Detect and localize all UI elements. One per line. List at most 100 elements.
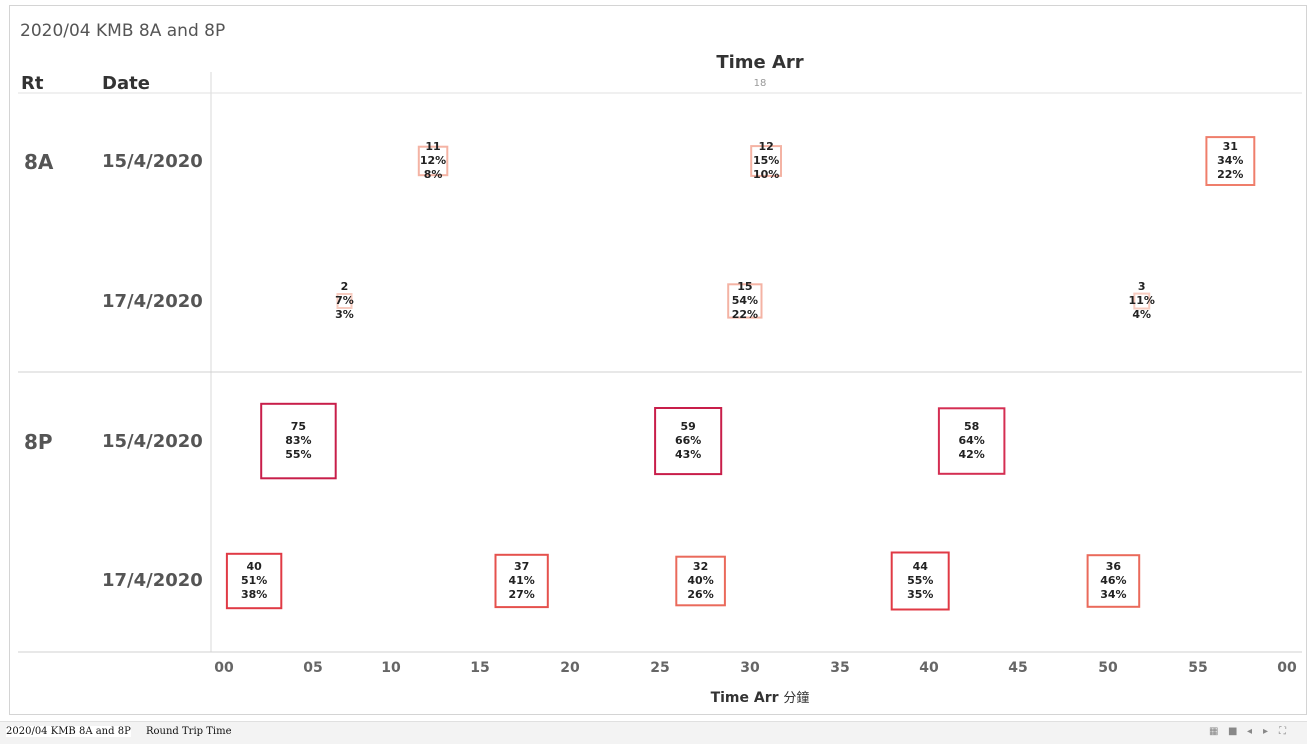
mark-percent: 11% [1128,294,1155,307]
data-mark-label: 44 55% 35% [907,560,933,602]
data-mark-label: 58 64% 42% [958,420,984,462]
next-sheet-icon[interactable]: ▸ [1263,726,1269,737]
mark-percent: 64% [958,434,985,447]
x-tick-label: 50 [1098,660,1118,676]
prev-sheet-icon[interactable]: ◂ [1247,726,1253,737]
data-mark-label: 36 46% 34% [1100,560,1126,602]
data-mark-square[interactable] [654,407,723,476]
mark-percent: 4% [1132,308,1152,321]
data-mark-square[interactable] [1086,554,1141,608]
chart-title: 2020/04 KMB 8A and 8P [20,21,226,41]
x-tick-label: 45 [1008,660,1028,676]
mark-percent: 7% [335,294,354,307]
data-mark-label: 3 11% 4% [1129,280,1155,322]
data-mark-square[interactable] [260,402,337,480]
mark-count: 2 [340,280,349,293]
x-tick-label: 10 [381,660,401,676]
data-mark-label: 59 66% 43% [675,420,701,462]
mark-count: 44 [912,560,928,573]
x-tick-label: 00 [1277,660,1297,676]
mark-count: 75 [290,420,307,433]
mark-count: 32 [692,560,709,573]
row-date: 17/4/2020 [102,570,203,591]
column-subheader: 18 [753,78,767,89]
x-tick-label: 25 [650,660,670,676]
x-axis-label-unit: 分鐘 [783,691,810,706]
x-tick-label: 15 [470,660,490,676]
mark-count: 40 [246,560,262,573]
tab-kmb-8a-8p[interactable]: 2020/04 KMB 8A and 8P [6,726,131,737]
data-mark-square[interactable] [225,552,283,610]
mark-percent: 43% [675,448,702,461]
fullscreen-icon[interactable]: ⛶ [1279,726,1286,737]
data-mark-label: 15 54% 22% [732,280,758,322]
data-mark-square[interactable] [336,293,353,309]
mark-count: 37 [513,560,530,573]
mark-percent: 8% [423,168,443,181]
mark-count: 15 [737,280,753,293]
mark-percent: 41% [508,574,535,587]
plot-area [18,72,1302,653]
mark-percent: 22% [1217,168,1244,181]
mark-percent: 35% [907,588,934,601]
tab-round-trip-time[interactable]: Round Trip Time [146,726,232,737]
column-header: Time Arr [716,52,804,73]
data-mark-label: 75 83% 55% [285,420,311,462]
mark-count: 58 [963,420,980,433]
x-tick-label: 40 [919,660,939,676]
row-rt-8a: 8A [24,150,54,174]
mark-percent: 42% [958,448,985,461]
mark-percent: 12% [419,154,447,167]
row-date: 17/4/2020 [102,291,203,312]
mark-percent: 55% [285,448,312,461]
mark-count: 3 [1137,280,1146,293]
date-header: Date [102,73,150,94]
x-tick-label: 55 [1188,660,1208,676]
mark-percent: 38% [240,588,268,601]
row-date: 15/4/2020 [102,431,203,452]
x-axis-label: Time Arr 分鐘 [700,687,820,706]
marks-layer [225,136,1256,611]
mark-percent: 46% [1100,574,1127,587]
data-mark-label: 40 51% 38% [241,560,267,602]
x-tick-label: 35 [830,660,850,676]
mark-count: 59 [680,420,696,433]
mark-percent: 34% [1217,154,1244,167]
mark-percent: 3% [335,308,354,321]
mark-percent: 66% [675,434,702,447]
data-mark-square[interactable] [1205,136,1256,187]
x-axis-label-text: Time Arr [710,690,779,706]
data-mark-square[interactable] [890,551,950,611]
data-mark-label: 37 41% 27% [508,560,534,602]
mark-percent: 83% [285,434,312,447]
rt-header: Rt [21,73,44,94]
data-mark-square[interactable] [1133,292,1151,310]
mark-percent: 51% [240,574,268,587]
mark-percent: 22% [731,308,759,321]
x-tick-label: 30 [740,660,760,676]
x-tick-label: 00 [214,660,234,676]
mark-percent: 27% [508,588,535,601]
mark-percent: 26% [687,588,714,601]
data-mark-square[interactable] [727,283,763,319]
mark-percent: 34% [1100,588,1127,601]
data-mark-square[interactable] [494,553,549,609]
viz-frame [9,5,1307,715]
data-mark-square[interactable] [937,407,1006,475]
filmstrip-view-icon[interactable]: ■ [1228,726,1238,737]
grid-view-icon[interactable]: ▦ [1209,726,1219,737]
data-mark-square[interactable] [750,145,783,177]
row-date: 15/4/2020 [102,151,203,172]
sheet-tab-bar: 2020/04 KMB 8A and 8P Round Trip Time ▦ … [0,721,1307,744]
mark-count: 36 [1105,560,1122,573]
x-tick-label: 05 [303,660,323,676]
mark-percent: 40% [687,574,714,587]
row-rt-8p: 8P [24,430,53,454]
data-mark-label: 12 15% 10% [753,140,779,182]
mark-percent: 15% [752,154,780,167]
mark-percent: 55% [907,574,934,587]
data-mark-square[interactable] [417,145,449,177]
mark-count: 11 [425,140,441,153]
mark-percent: 10% [752,168,780,181]
data-mark-square[interactable] [675,555,726,607]
